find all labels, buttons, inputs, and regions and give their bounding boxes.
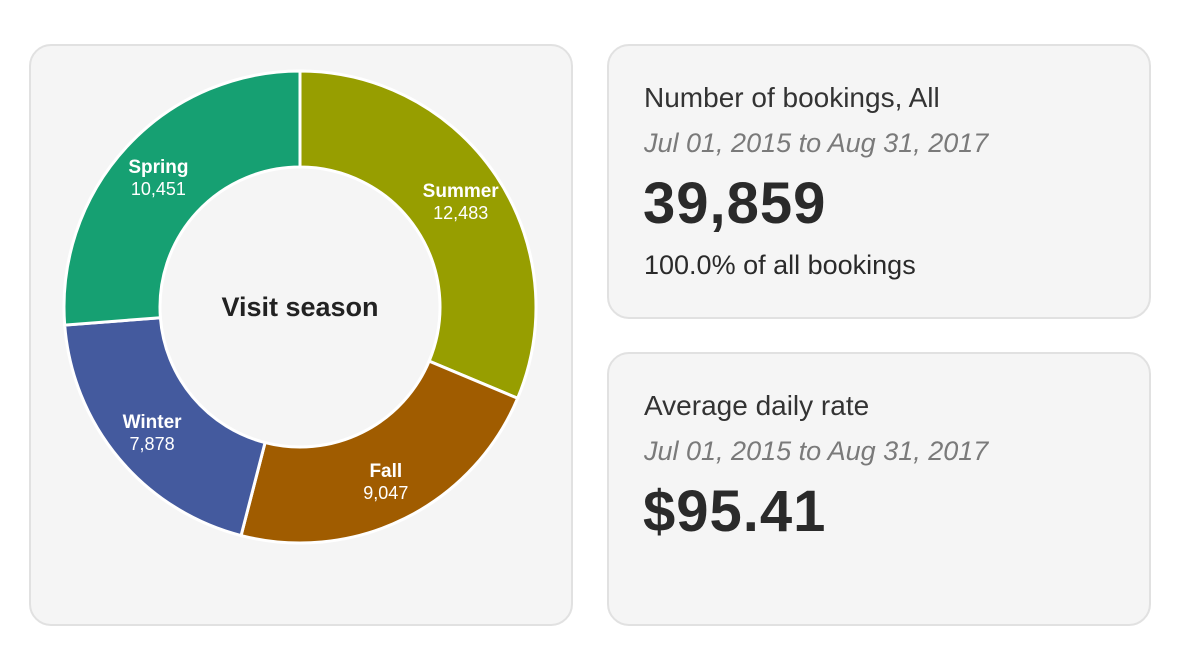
donut-segment-spring (62, 69, 302, 327)
segment-label-summer: Summer (423, 181, 500, 202)
segment-value-summer: 12,483 (433, 203, 488, 223)
segment-value-winter: 7,878 (130, 434, 175, 454)
adr-metric-card: Average daily rate Jul 01, 2015 to Aug 3… (607, 352, 1151, 626)
bookings-date-range: Jul 01, 2015 to Aug 31, 2017 (644, 128, 989, 158)
bookings-share: 100.0% of all bookings (644, 250, 916, 280)
bookings-metric-card: Number of bookings, All Jul 01, 2015 to … (607, 44, 1151, 319)
segment-label-winter: Winter (123, 412, 183, 433)
bookings-value: 39,859 (643, 171, 827, 236)
bookings-title: Number of bookings, All (644, 82, 940, 113)
donut-segment-winter (63, 316, 267, 538)
segment-label-spring: Spring (128, 157, 188, 178)
adr-date-range: Jul 01, 2015 to Aug 31, 2017 (644, 436, 989, 466)
adr-title: Average daily rate (644, 390, 870, 421)
adr-value: $95.41 (643, 479, 827, 544)
segment-value-fall: 9,047 (363, 483, 408, 503)
donut-segment-fall (239, 359, 520, 545)
segment-label-fall: Fall (369, 461, 402, 482)
season-donut-card: Summer 12,483 Fall 9,047 Winter 7,878 Spring 10… (29, 44, 573, 626)
donut-segment-summer (298, 69, 538, 401)
segment-value-spring: 10,451 (131, 179, 186, 199)
donut-center-title: Visit season (221, 292, 378, 322)
